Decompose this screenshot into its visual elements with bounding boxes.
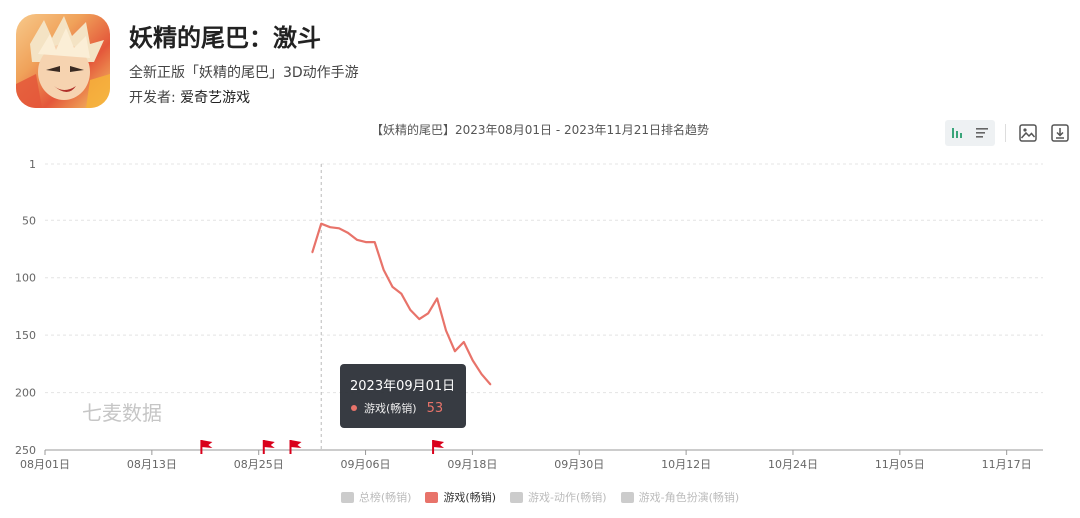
toolbar-divider (1005, 124, 1006, 142)
data-point (454, 350, 456, 353)
x-tick-label: 08月25日 (234, 458, 284, 471)
data-point (445, 329, 447, 332)
bar-chart-icon[interactable] (946, 121, 970, 145)
data-point (391, 286, 394, 288)
event-markers (200, 440, 445, 454)
x-tick-label: 10月24日 (768, 458, 818, 471)
app-icon[interactable] (16, 14, 110, 108)
legend-item[interactable]: 游戏-动作(畅销) (510, 489, 607, 505)
data-point (436, 297, 438, 300)
data-point (489, 383, 492, 386)
data-point (480, 373, 483, 375)
data-point (373, 241, 376, 243)
legend-item[interactable]: 游戏(畅销) (425, 489, 496, 505)
event-flag-marker[interactable] (200, 440, 213, 454)
list-icon[interactable] (970, 121, 994, 145)
legend-label: 游戏-动作(畅销) (528, 491, 607, 504)
legend-swatch (425, 491, 439, 503)
y-tick-label: 50 (22, 214, 36, 227)
series-layer (311, 222, 492, 386)
app-subtitle: 全新正版「妖精的尾巴」3D动作手游 (129, 65, 359, 81)
x-tick-label: 09月06日 (341, 458, 391, 471)
data-point (347, 232, 349, 234)
event-flag-marker[interactable] (432, 440, 445, 454)
series-line (311, 222, 492, 386)
x-tick-label: 09月30日 (554, 458, 604, 471)
grid-lines (45, 163, 1043, 451)
legend-item[interactable]: 游戏-角色扮演(畅销) (620, 489, 740, 505)
event-flag-marker[interactable] (289, 440, 302, 454)
y-tick-label: 100 (15, 272, 36, 285)
app-icon-art (16, 16, 110, 108)
data-point (320, 222, 323, 225)
x-axis: 08月01日 08月13日 08月25日 09月06日 09月18日 09月30日 10月1… (20, 450, 1032, 471)
data-point (418, 318, 421, 320)
legend-swatch (510, 491, 524, 503)
tooltip-series-dot (351, 405, 357, 411)
data-point (311, 251, 314, 254)
legend-swatch (340, 491, 354, 503)
y-tick-label: 1 (29, 158, 36, 171)
data-point (329, 226, 331, 228)
tooltip-date: 2023年09月01日 (350, 379, 456, 394)
tooltip-series-name: 游戏(畅销) (364, 402, 417, 415)
legend-label: 总榜(畅销) (358, 491, 412, 504)
data-point (364, 241, 367, 243)
legend-label: 游戏-角色扮演(畅销) (638, 491, 740, 504)
tooltip-value: 53 (426, 400, 444, 416)
data-point (427, 312, 429, 315)
chart-toolbar (945, 120, 1072, 146)
view-toggle (945, 120, 995, 146)
y-tick-label: 150 (15, 329, 36, 342)
data-point (400, 292, 403, 295)
data-point (409, 309, 412, 311)
x-tick-label: 11月17日 (982, 458, 1032, 471)
chart-legend: 总榜(畅销) 游戏(畅销) 游戏-动作(畅销) 游戏-角色扮演(畅销) (0, 489, 1080, 505)
y-tick-label: 200 (15, 387, 36, 400)
developer-name[interactable]: 爱奇艺游戏 (180, 90, 251, 106)
x-tick-label: 08月01日 (20, 458, 70, 471)
watermark: 七麦数据 (82, 401, 162, 425)
x-tick-label: 09月18日 (447, 458, 497, 471)
x-tick-label: 10月12日 (661, 458, 711, 471)
data-point (356, 239, 358, 241)
developer-line: 开发者: 爱奇艺游戏 (129, 87, 250, 107)
tooltip-row: 游戏(畅销) 53 (351, 400, 443, 416)
data-point (463, 341, 465, 343)
chart-tooltip: 2023年09月01日 游戏(畅销) 53 (340, 364, 466, 428)
event-flag-marker[interactable] (262, 440, 275, 454)
chart-title: 【妖精的尾巴】2023年08月01日 - 2023年11月21日排名趋势 (370, 123, 710, 137)
data-point (471, 359, 474, 362)
x-tick-label: 11月05日 (875, 458, 925, 471)
legend-item[interactable]: 总榜(畅销) (340, 489, 412, 505)
data-point (338, 227, 340, 230)
download-icon[interactable] (1048, 121, 1072, 145)
developer-label: 开发者: (129, 90, 181, 106)
app-header: 妖精的尾巴：激斗 全新正版「妖精的尾巴」3D动作手游 开发者: 爱奇艺游戏 (16, 14, 716, 114)
legend-swatch (620, 491, 634, 503)
app-title: 妖精的尾巴：激斗 (129, 24, 321, 52)
y-tick-label: 250 (15, 444, 36, 457)
x-tick-label: 08月13日 (127, 458, 177, 471)
image-icon[interactable] (1016, 121, 1040, 145)
data-point (382, 268, 385, 271)
legend-label: 游戏(畅销) (443, 491, 497, 504)
